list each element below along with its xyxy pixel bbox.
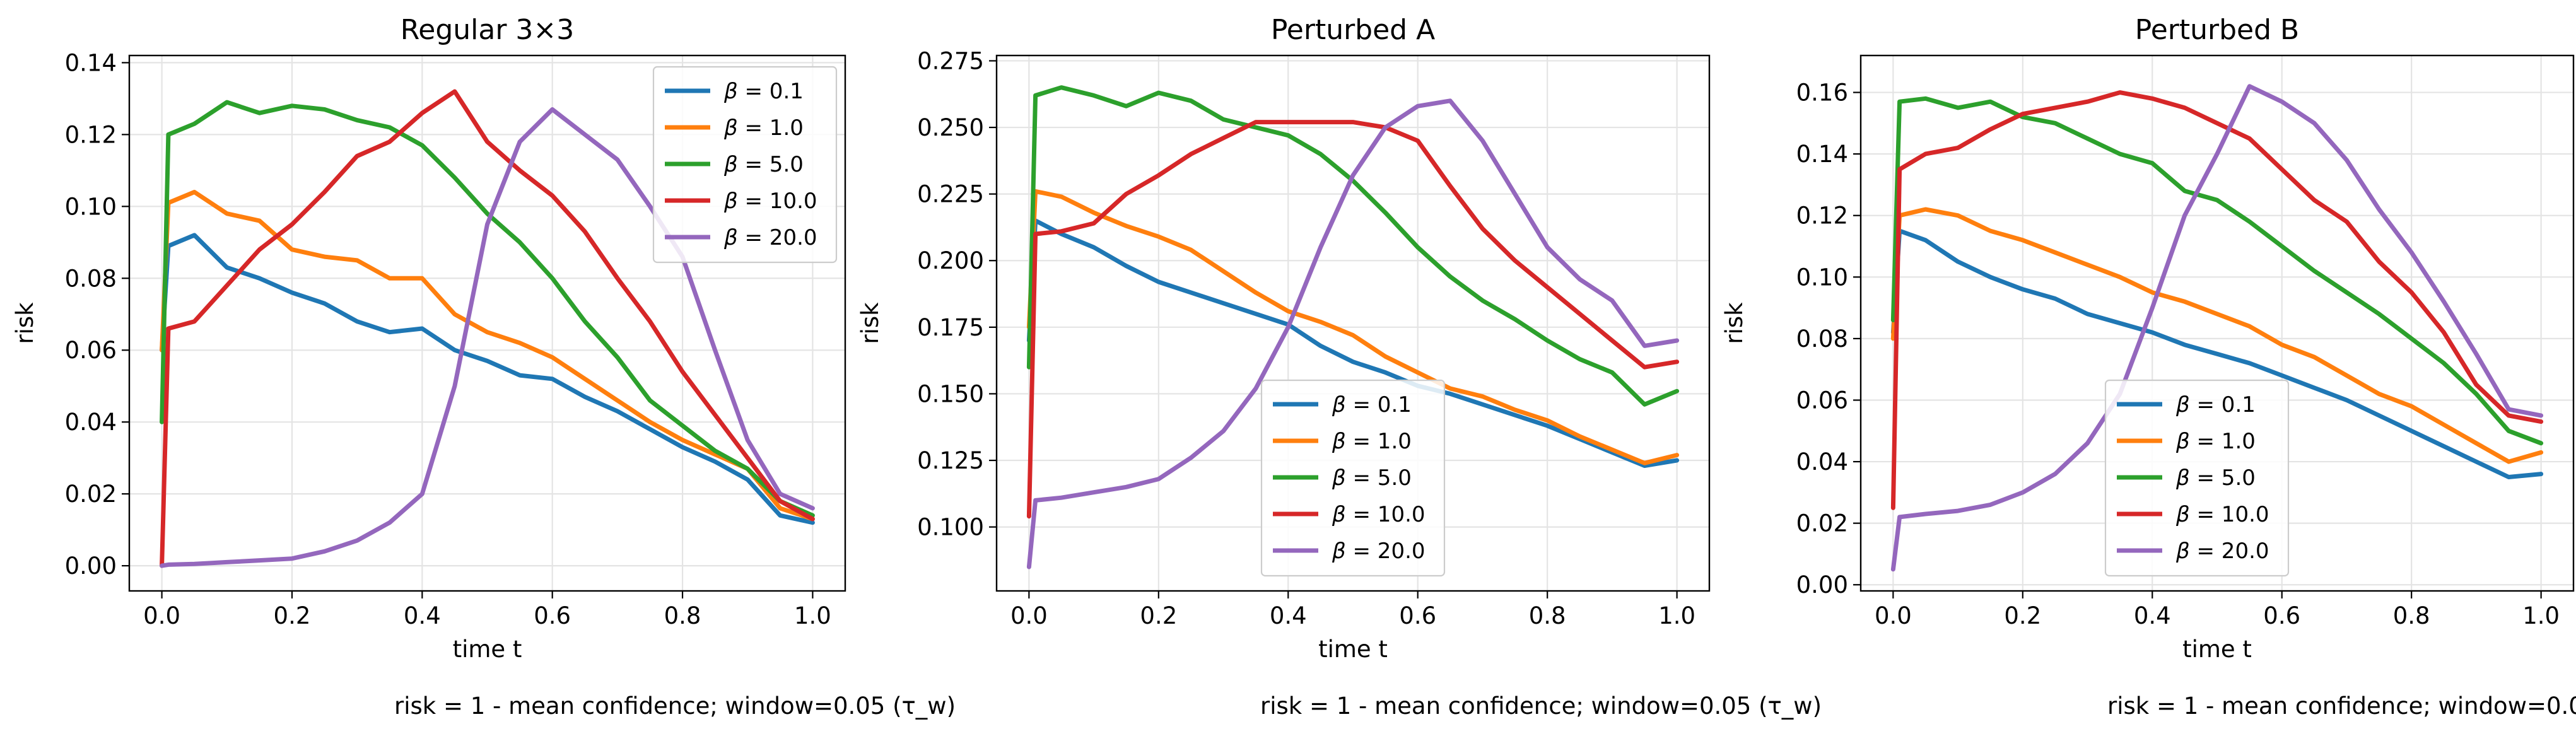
perturbed-b-ytick-label-4: 0.08 bbox=[1796, 325, 1848, 353]
perturbed-b-series-line-3 bbox=[1890, 90, 2544, 510]
perturbed-a-legend-label-2: β = 5.0 bbox=[1332, 465, 1412, 491]
perturbed-a-legend-label-0: β = 0.1 bbox=[1332, 392, 1412, 417]
perturbed-a-y-axis-label: risk bbox=[857, 302, 884, 344]
perturbed-a-ytick-label-0: 0.100 bbox=[917, 514, 984, 541]
perturbed-a-legend-label-1: β = 1.0 bbox=[1332, 429, 1412, 454]
perturbed-b-legend-box bbox=[2104, 379, 2290, 577]
perturbed-a-legend-box bbox=[1260, 379, 1446, 577]
regular-series-line-4 bbox=[160, 107, 815, 568]
regular-ytick-label-4: 0.08 bbox=[65, 265, 117, 292]
perturbed-b-xtick-label-3: 0.6 bbox=[2263, 602, 2300, 629]
regular-series-line-0 bbox=[160, 233, 815, 525]
regular-series-line-1 bbox=[160, 190, 815, 522]
perturbed-a-series-line-0 bbox=[1026, 218, 1680, 468]
regular-xtick-label-2: 0.4 bbox=[404, 602, 441, 629]
regular-x-axis-label: time t bbox=[453, 636, 522, 663]
perturbed-a-ytick-label-4: 0.200 bbox=[917, 247, 984, 274]
perturbed-b-series-line-2 bbox=[1890, 96, 2544, 446]
regular-legend-label-2: β = 5.0 bbox=[723, 152, 804, 177]
perturbed-b-ytick-label-2: 0.04 bbox=[1796, 448, 1848, 476]
regular-axes-frame bbox=[128, 54, 846, 592]
chart-perturbed-b: 0.0 0.2 0.4 0.6 0.8 1.0 0.00 0.02 0.04 0.06 0.08 0.… bbox=[1721, 14, 2575, 663]
regular-xtick-label-5: 1.0 bbox=[794, 602, 831, 629]
perturbed-b-series-line-4 bbox=[1890, 84, 2544, 572]
regular-chart-title: Regular 3×3 bbox=[401, 14, 575, 46]
perturbed-a-xtick-label-2: 0.4 bbox=[1270, 602, 1307, 629]
regular-series-line-3 bbox=[160, 89, 815, 568]
perturbed-b-legend-label-3: β = 10.0 bbox=[2175, 502, 2269, 527]
regular-legend-label-3: β = 10.0 bbox=[723, 189, 817, 214]
perturbed-a-xtick-label-4: 0.8 bbox=[1529, 602, 1566, 629]
perturbed-b-ytick-label-8: 0.16 bbox=[1796, 79, 1848, 107]
perturbed-a-legend-label-4: β = 20.0 bbox=[1332, 539, 1426, 564]
regular-series-line-2 bbox=[160, 100, 815, 518]
regular-ytick-label-3: 0.06 bbox=[65, 337, 117, 364]
perturbed-a-series-line-4 bbox=[1026, 98, 1680, 569]
perturbed-b-legend-label-4: β = 20.0 bbox=[2175, 539, 2269, 564]
perturbed-a-ytick-label-7: 0.275 bbox=[917, 47, 984, 74]
perturbed-b-xtick-label-1: 0.2 bbox=[2004, 602, 2041, 629]
perturbed-b-ytick-label-5: 0.10 bbox=[1796, 264, 1848, 291]
perturbed-b-ytick-label-1: 0.02 bbox=[1796, 510, 1848, 537]
perturbed-a-xtick-label-1: 0.2 bbox=[1140, 602, 1177, 629]
perturbed-b-series-line-1 bbox=[1890, 207, 2544, 464]
perturbed-a-series-line-2 bbox=[1026, 85, 1680, 407]
regular-ytick-label-0: 0.00 bbox=[65, 552, 117, 580]
perturbed-a-xtick-label-0: 0.0 bbox=[1010, 602, 1048, 629]
perturbed-b-ytick-label-6: 0.12 bbox=[1796, 202, 1848, 230]
chart-regular: 0.0 0.2 0.4 0.6 0.8 1.0 0.00 0.02 0.04 0.06 0.08 0.… bbox=[11, 14, 846, 663]
regular-legend-label-1: β = 1.0 bbox=[723, 115, 804, 141]
perturbed-b-legend-label-1: β = 1.0 bbox=[2175, 429, 2256, 454]
perturbed-b-xtick-label-2: 0.4 bbox=[2134, 602, 2171, 629]
perturbed-a-series-line-3 bbox=[1026, 120, 1680, 519]
perturbed-a-x-axis-label: time t bbox=[1318, 636, 1388, 663]
perturbed-b-ytick-label-3: 0.06 bbox=[1796, 387, 1848, 414]
perturbed-a-ytick-label-6: 0.250 bbox=[917, 114, 984, 141]
perturbed-b-axes-frame bbox=[1859, 54, 2575, 592]
perturbed-a-ytick-label-1: 0.125 bbox=[917, 447, 984, 474]
regular-ytick-label-7: 0.14 bbox=[65, 49, 117, 76]
caption-perturbed-b: risk = 1 - mean confidence; window=0.05 … bbox=[2107, 692, 2576, 720]
perturbed-a-chart-title: Perturbed A bbox=[1271, 14, 1435, 46]
perturbed-b-xtick-label-4: 0.8 bbox=[2393, 602, 2430, 629]
perturbed-a-ytick-label-3: 0.175 bbox=[917, 314, 984, 341]
regular-legend-label-4: β = 20.0 bbox=[723, 225, 817, 250]
perturbed-b-y-axis-label: risk bbox=[1721, 302, 1748, 344]
regular-ytick-label-5: 0.10 bbox=[65, 193, 117, 220]
regular-ytick-label-1: 0.02 bbox=[65, 481, 117, 508]
regular-ytick-label-6: 0.12 bbox=[65, 121, 117, 148]
regular-legend-box bbox=[652, 66, 838, 264]
perturbed-a-series-line-1 bbox=[1026, 189, 1680, 465]
perturbed-a-ytick-label-2: 0.150 bbox=[917, 380, 984, 407]
regular-xtick-label-3: 0.6 bbox=[534, 602, 571, 629]
caption-perturbed-a: risk = 1 - mean confidence; window=0.05 … bbox=[1260, 692, 1822, 720]
perturbed-b-legend-label-2: β = 5.0 bbox=[2175, 465, 2256, 491]
perturbed-a-legend: β = 0.1 β = 1.0 β = 5.0 β = 10.0 β = 20.0 bbox=[1260, 379, 1446, 577]
perturbed-a-ytick-label-5: 0.225 bbox=[917, 181, 984, 208]
perturbed-a-xtick-label-3: 0.6 bbox=[1399, 602, 1436, 629]
perturbed-b-ytick-label-7: 0.14 bbox=[1796, 141, 1848, 168]
regular-legend: β = 0.1 β = 1.0 β = 5.0 β = 10.0 β = 20.0 bbox=[652, 66, 838, 264]
perturbed-b-xtick-label-5: 1.0 bbox=[2522, 602, 2560, 629]
perturbed-b-x-axis-label: time t bbox=[2182, 636, 2252, 663]
perturbed-b-ytick-label-0: 0.00 bbox=[1796, 571, 1848, 598]
perturbed-b-xtick-label-0: 0.0 bbox=[1875, 602, 1912, 629]
perturbed-a-legend-label-3: β = 10.0 bbox=[1332, 502, 1426, 527]
regular-ytick-label-2: 0.04 bbox=[65, 409, 117, 436]
regular-xtick-label-4: 0.8 bbox=[664, 602, 701, 629]
perturbed-a-axes-frame bbox=[995, 54, 1711, 592]
chart-perturbed-a: 0.0 0.2 0.4 0.6 0.8 1.0 0.100 0.125 0.150 0.175 0.… bbox=[857, 14, 1711, 663]
regular-legend-label-0: β = 0.1 bbox=[723, 79, 804, 104]
perturbed-b-legend-label-0: β = 0.1 bbox=[2175, 392, 2256, 417]
perturbed-a-xtick-label-5: 1.0 bbox=[1658, 602, 1695, 629]
regular-xtick-label-1: 0.2 bbox=[274, 602, 311, 629]
regular-y-axis-label: risk bbox=[11, 302, 38, 344]
caption-regular: risk = 1 - mean confidence; window=0.05 … bbox=[394, 692, 956, 720]
regular-xtick-label-0: 0.0 bbox=[143, 602, 180, 629]
perturbed-b-chart-title: Perturbed B bbox=[2135, 14, 2299, 46]
perturbed-b-series-line-0 bbox=[1890, 228, 2544, 479]
perturbed-b-legend: β = 0.1 β = 1.0 β = 5.0 β = 10.0 β = 20.0 bbox=[2104, 379, 2290, 577]
